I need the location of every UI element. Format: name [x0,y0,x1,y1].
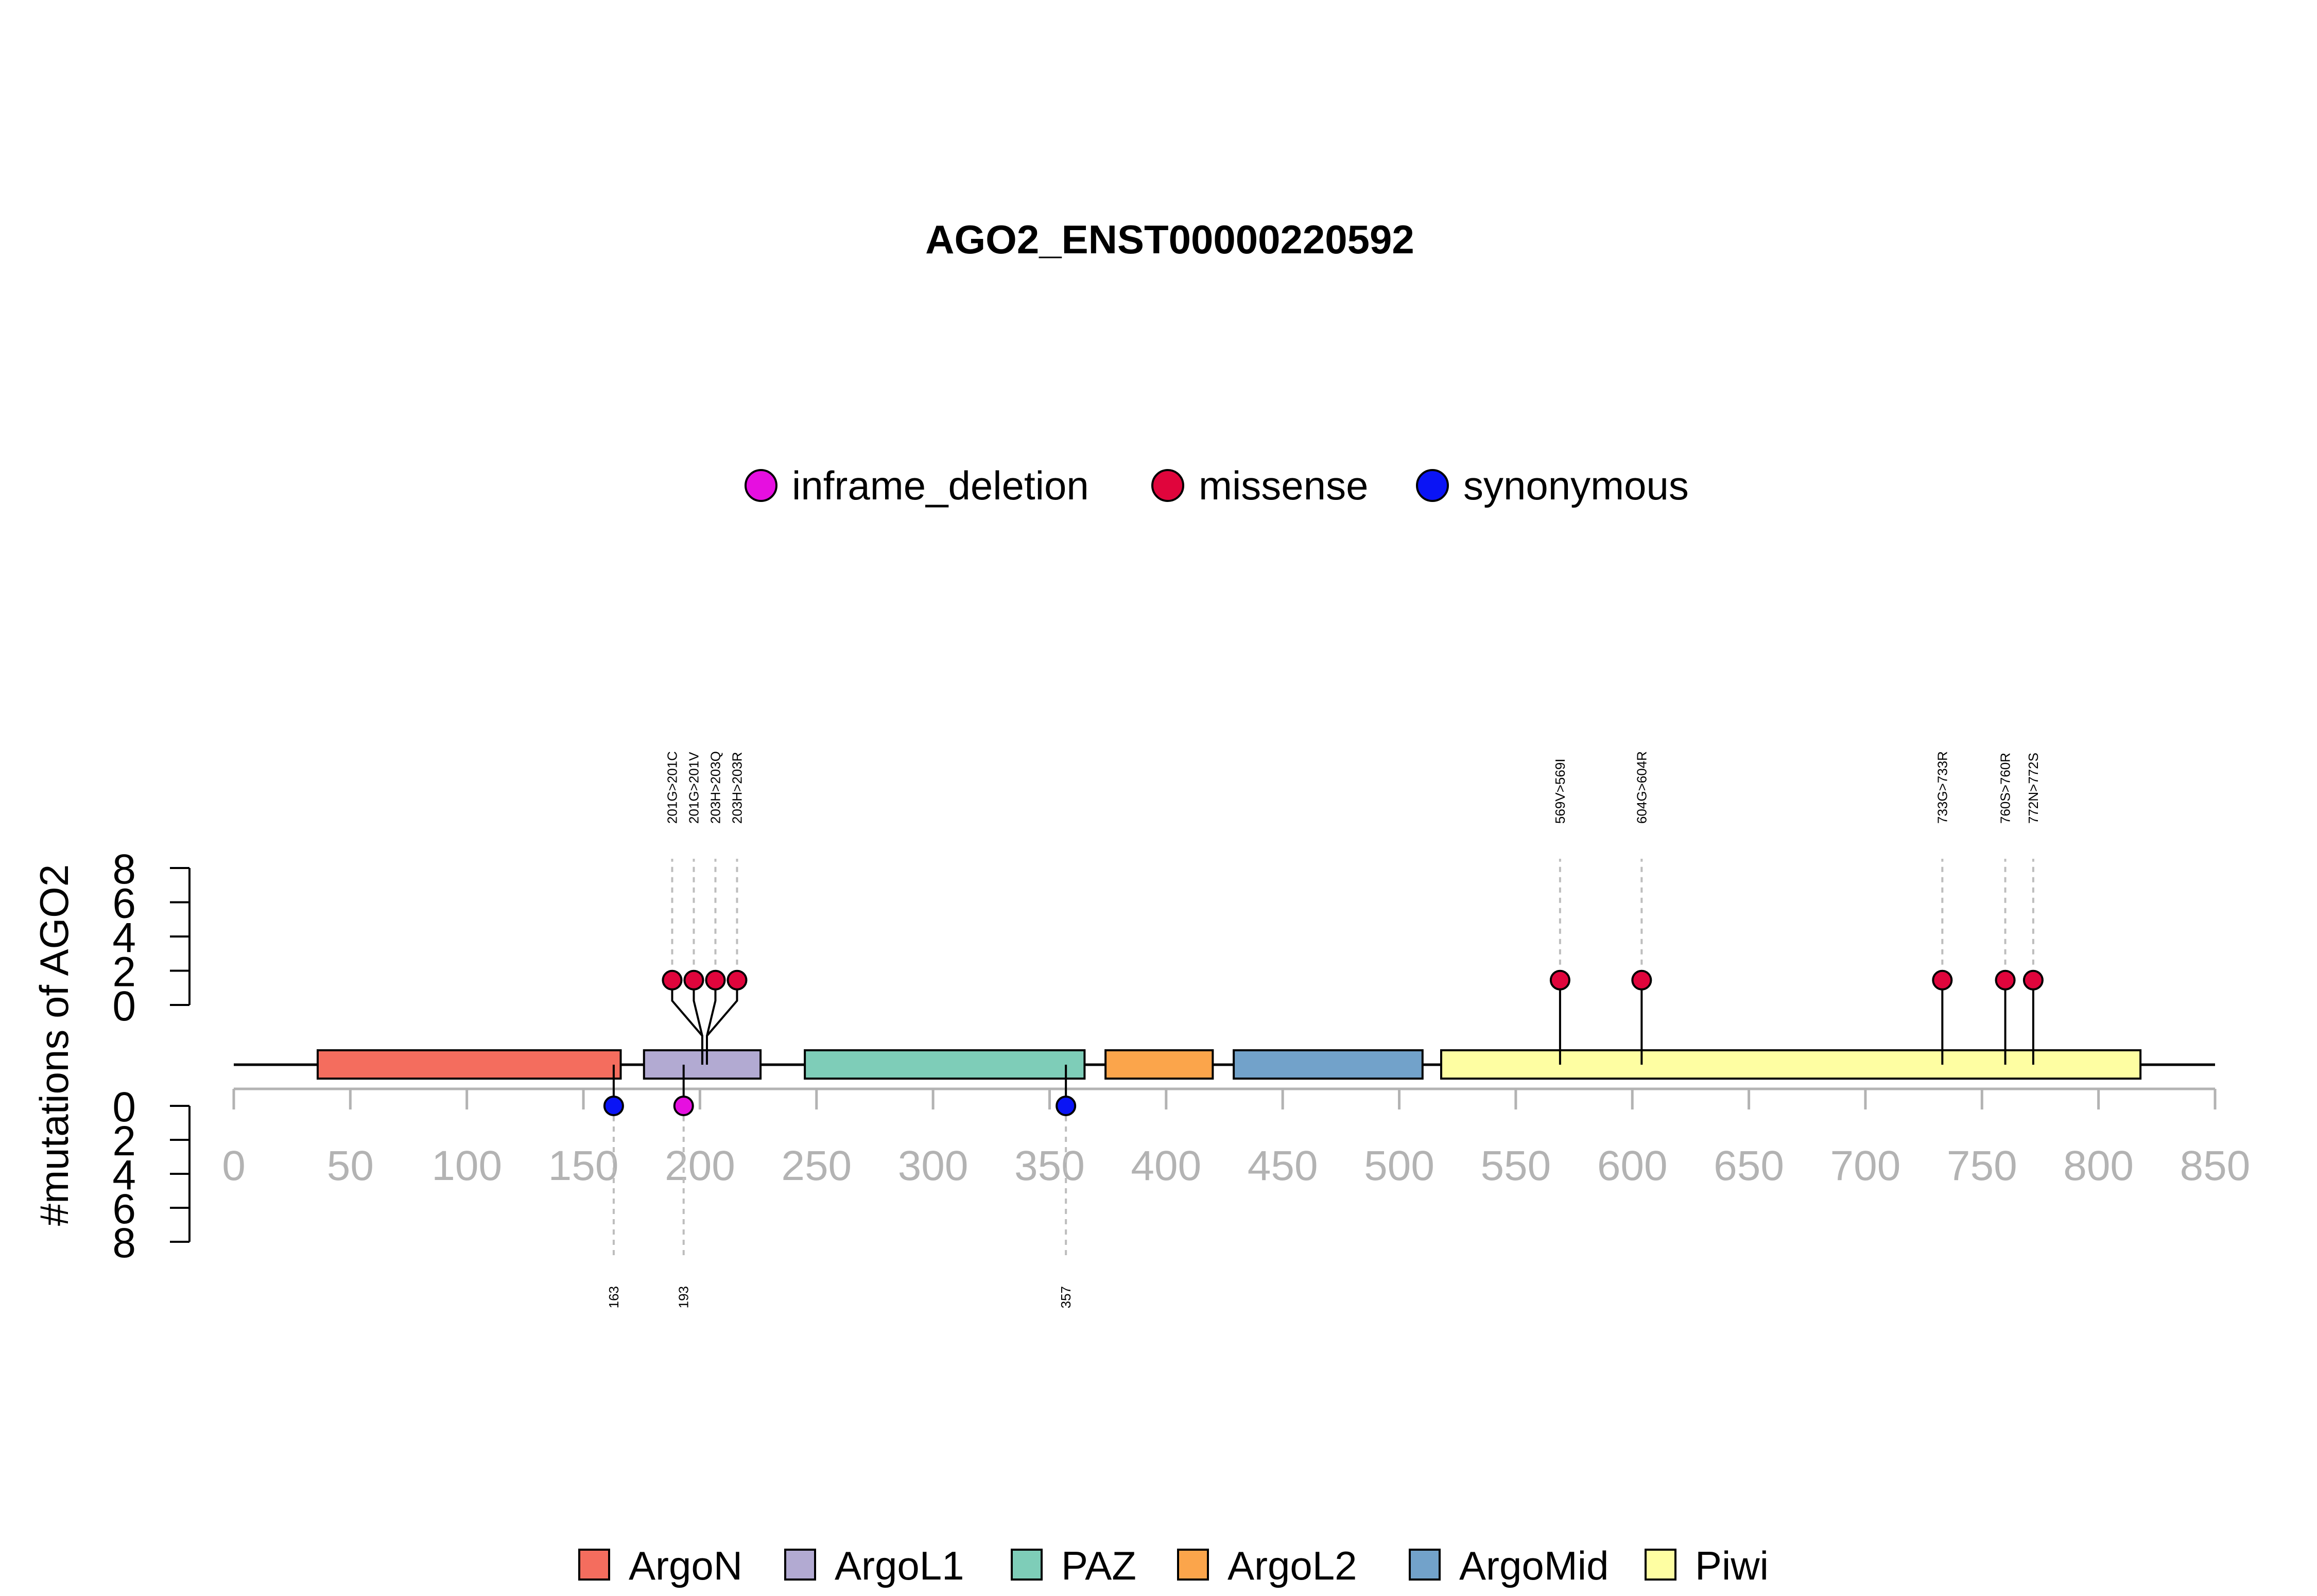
mutation-label: 203H>203R [729,752,745,824]
x-tick-label: 550 [1480,1142,1551,1189]
domain-ArgoMid [1233,1049,1424,1080]
legend-marker-synonymous [1416,469,1449,502]
domain-legend-swatch-ArgoN [578,1549,610,1581]
mutation-head-missense [705,969,726,991]
legend-label-missense: missense [1199,463,1368,508]
mutation-label: 760S>760R [1998,753,2013,824]
domain-legend-label-PAZ: PAZ [1061,1543,1136,1588]
mutation-head-synonymous [1056,1096,1077,1116]
mutation-head-missense [2022,969,2044,991]
domain-legend-label-ArgoL2: ArgoL2 [1227,1543,1357,1588]
top-y-tick-label: 0 [112,983,136,1030]
bottom-y-tick-label: 8 [112,1220,136,1267]
mutation-head-missense [1549,969,1570,991]
domain-legend-swatch-ArgoL2 [1177,1549,1209,1581]
legend-label-synonymous: synonymous [1463,463,1689,508]
x-tick-label: 850 [2180,1142,2251,1189]
domain-legend: ArgoN ArgoL1 PAZ ArgoL2 ArgoMid Piwi [578,1543,1769,1588]
mutation-label: 163 [606,1286,621,1308]
x-tick-label: 350 [1014,1142,1085,1189]
domain-legend-swatch-ArgoMid [1409,1549,1441,1581]
mutation-head-missense [683,969,704,991]
y-axis-label: #mutations of AGO2 [31,864,77,1226]
mutation-head-missense [1995,969,2016,991]
mutation-label: 733G>733R [1934,751,1950,824]
top-y-tick-label: 4 [112,914,136,961]
domain-legend-label-ArgoMid: ArgoMid [1459,1543,1609,1588]
domain-PAZ [804,1049,1086,1080]
legend-label-inframe_deletion: inframe_deletion [792,463,1089,508]
domain-ArgoN [316,1049,622,1080]
x-tick-label: 800 [2063,1142,2134,1189]
x-tick-label: 200 [665,1142,735,1189]
mutation-label: 772N>772S [2026,753,2041,824]
bottom-y-tick-label: 6 [112,1186,136,1233]
domain-legend-label-Piwi: Piwi [1695,1543,1769,1588]
mutation-label: 193 [676,1286,691,1308]
x-tick-label: 650 [1714,1142,1784,1189]
bottom-y-tick-label: 0 [112,1084,136,1131]
x-axis: 0 50 100 150 200 250 300 350 400 450 500 550 600 650 7… [222,1087,2251,1189]
bottom-y-tick-label: 4 [112,1152,136,1199]
top-y-tick-label: 6 [112,880,136,927]
x-tick-label: 750 [1947,1142,2017,1189]
x-tick-label: 300 [898,1142,969,1189]
mutation-head-missense [1932,969,1953,991]
mutation-label: 201G>201V [686,752,701,824]
x-tick-label: 450 [1248,1142,1318,1189]
mutation-lollipops: 201G>201C 201G>201V 203H>203Q 203H>203R 569V… [603,751,2044,1308]
mutation-head-missense [727,969,748,991]
mutation-head-synonymous [603,1096,624,1116]
domain-legend-swatch-Piwi [1645,1549,1676,1581]
domain-legend-label-ArgoN: ArgoN [629,1543,742,1588]
legend-marker-inframe_deletion [745,469,777,502]
domain-Piwi [1440,1049,2142,1080]
x-tick-label: 700 [1830,1142,1901,1189]
chart-title: AGO2_ENST00000220592 [925,217,1414,262]
domain-legend-swatch-ArgoL1 [784,1549,816,1581]
protein-domains [316,1049,2142,1080]
mutation-label: 604G>604R [1634,751,1649,824]
x-tick-label: 0 [222,1142,246,1189]
x-tick-label: 500 [1364,1142,1434,1189]
mutation-head-inframe_deletion [673,1096,694,1116]
legend-marker-missense [1151,469,1184,502]
top-y-tick-label: 8 [112,846,136,893]
x-tick-label: 100 [431,1142,502,1189]
mutation-label: 201G>201C [664,751,680,824]
x-tick-label: 600 [1597,1142,1668,1189]
mutation-head-missense [662,969,683,991]
mutation-head-missense [1631,969,1652,991]
mutation-type-legend: inframe_deletion missense synonymous [745,463,1689,508]
x-tick-label: 250 [781,1142,852,1189]
mutation-label: 569V>569I [1552,758,1568,824]
domain-ArgoL2 [1104,1049,1214,1080]
x-tick-label: 150 [548,1142,619,1189]
x-tick-label: 50 [327,1142,374,1189]
domain-legend-label-ArgoL1: ArgoL1 [835,1543,964,1588]
top-y-tick-label: 2 [112,949,136,996]
mutation-label: 203H>203Q [707,751,723,824]
bottom-y-tick-label: 2 [112,1118,136,1165]
x-tick-label: 400 [1131,1142,1201,1189]
mutation-label: 357 [1058,1286,1074,1308]
domain-legend-swatch-PAZ [1011,1549,1043,1581]
